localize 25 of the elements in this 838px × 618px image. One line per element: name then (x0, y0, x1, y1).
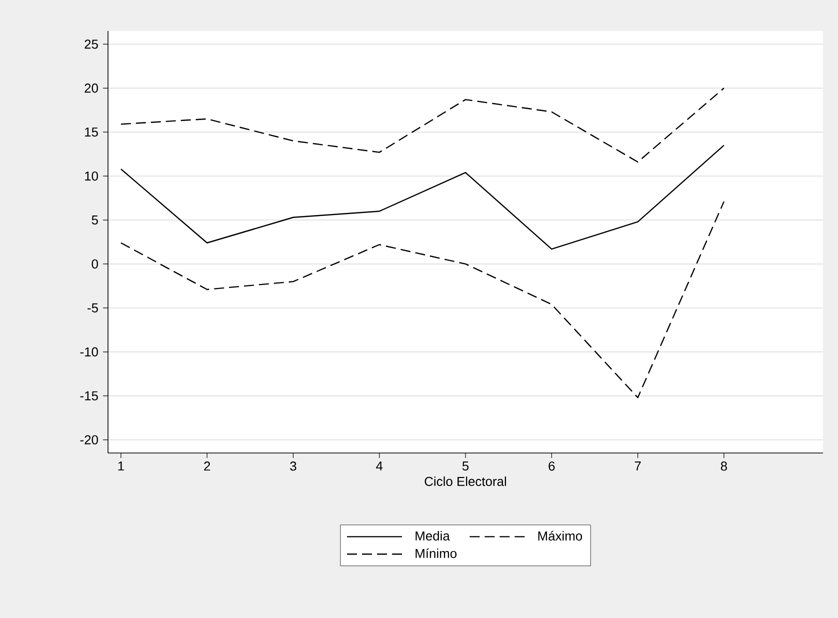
y-tick-label: -20 (80, 435, 98, 444)
y-tick-label: -15 (80, 391, 98, 400)
y-tick-label: 0 (92, 259, 98, 269)
y-tick-label: -5 (88, 303, 98, 312)
x-tick-label: 1 (118, 462, 124, 470)
x-axis-title: Ciclo Electoral (424, 476, 506, 486)
y-tick-label: 10 (85, 171, 98, 181)
line-series (120, 200, 725, 398)
x-tick-label: 2 (204, 462, 210, 471)
x-tick-label: 4 (376, 462, 383, 470)
x-tick-label: 5 (462, 462, 469, 471)
y-tick-label: 5 (92, 216, 98, 225)
line-series (120, 144, 725, 250)
y-tick-label: 20 (84, 84, 98, 93)
line-series (120, 88, 725, 163)
x-tick-label: 6 (548, 462, 555, 471)
x-tick-label: 8 (720, 462, 727, 471)
legend-label: Máximo (538, 530, 582, 541)
y-tick-label: 25 (84, 40, 98, 49)
x-tick-label: 3 (290, 462, 296, 471)
y-tick-label: -10 (80, 347, 98, 356)
x-tick-label: 7 (634, 462, 641, 470)
legend-label: Media (416, 531, 450, 541)
y-tick-label: 15 (85, 128, 98, 137)
legend-label: Mínimo (416, 548, 457, 558)
